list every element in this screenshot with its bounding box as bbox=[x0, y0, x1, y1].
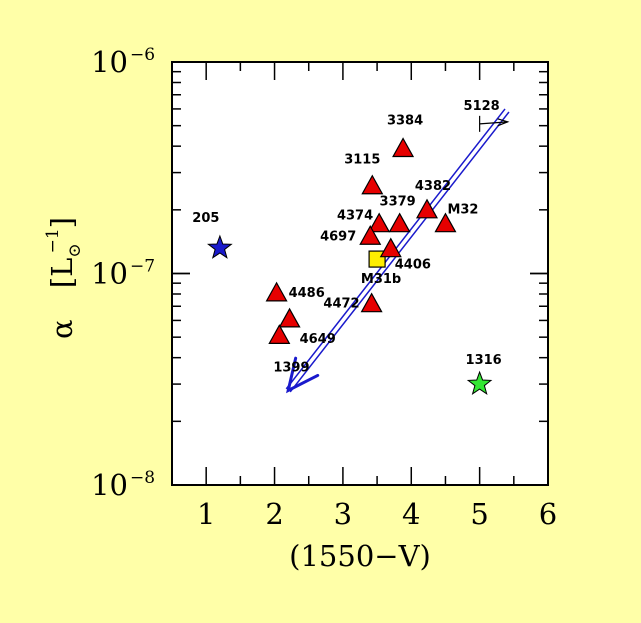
data-points bbox=[207, 115, 510, 395]
axis-ticks bbox=[172, 61, 549, 486]
y-axis-title: α [L⊙−1] bbox=[43, 217, 85, 339]
x-tick-labels: 1 2 3 4 5 6 bbox=[197, 497, 557, 531]
point-label: 5128 bbox=[464, 99, 500, 114]
point-labels: 205 1316 M31b 4486 4649 1399 4472 3115 3384 4374 4… bbox=[192, 99, 501, 376]
point-4406 bbox=[379, 237, 402, 258]
point-label: 3379 bbox=[380, 195, 416, 210]
x-tick-label: 4 bbox=[402, 497, 420, 531]
point-label: 4649 bbox=[300, 332, 336, 347]
point-label: 4382 bbox=[415, 179, 451, 194]
point-label: 4406 bbox=[395, 258, 431, 273]
upper-limit-arrowhead bbox=[497, 118, 510, 127]
point-label: M31b bbox=[361, 272, 401, 287]
point-4697 bbox=[359, 225, 382, 245]
point-label: 4374 bbox=[337, 209, 373, 224]
y-tick-label: 10 bbox=[91, 257, 128, 291]
y-axis-unit-sub: ⊙ bbox=[65, 243, 85, 257]
point-label: 3115 bbox=[344, 153, 380, 168]
point-1399 bbox=[268, 324, 291, 344]
point-4472 bbox=[360, 292, 383, 313]
y-axis-unit-exp: −1 bbox=[43, 228, 63, 253]
y-tick-exponent: −8 bbox=[130, 468, 155, 488]
point-3384 bbox=[392, 137, 415, 158]
point-3379 bbox=[388, 212, 411, 233]
point-4649 bbox=[278, 307, 301, 328]
point-label: 205 bbox=[192, 211, 219, 226]
y-tick-exponent: −7 bbox=[130, 257, 155, 277]
y-axis-symbol: α bbox=[45, 319, 79, 339]
point-205 bbox=[207, 234, 233, 259]
x-tick-label: 3 bbox=[334, 497, 352, 531]
x-axis-title: (1550−V) bbox=[289, 539, 431, 573]
x-tick-label: 1 bbox=[197, 497, 215, 531]
point-m32 bbox=[434, 212, 457, 233]
trend-arrow-head bbox=[286, 356, 320, 394]
point-4374 bbox=[368, 212, 391, 233]
point-label: 3384 bbox=[387, 113, 423, 128]
point-label: 4472 bbox=[323, 297, 359, 312]
point-1316 bbox=[466, 370, 493, 395]
x-tick-label: 2 bbox=[265, 497, 283, 531]
svg-text:α [L⊙−1]: α [L⊙−1] bbox=[43, 217, 85, 339]
y-tick-exponent: −6 bbox=[130, 45, 155, 65]
point-5128 bbox=[479, 115, 510, 132]
plot-area bbox=[171, 61, 549, 486]
point-4382 bbox=[415, 198, 439, 219]
point-3115 bbox=[361, 174, 384, 195]
point-label: M32 bbox=[447, 203, 478, 218]
y-tick-label: 10 bbox=[91, 468, 128, 502]
y-tick-labels: 10−810−710−6 bbox=[91, 45, 155, 502]
trend-arrow-shaft bbox=[289, 111, 510, 393]
point-label: 4697 bbox=[320, 229, 356, 244]
x-tick-label: 6 bbox=[539, 497, 557, 531]
point-label: 4486 bbox=[289, 286, 325, 301]
upper-limit-line bbox=[479, 121, 508, 125]
point-4486 bbox=[265, 281, 288, 302]
y-tick-label: 10 bbox=[91, 45, 128, 79]
point-label: 1399 bbox=[273, 360, 309, 375]
y-axis-unit: L bbox=[45, 258, 79, 277]
x-tick-label: 5 bbox=[470, 497, 488, 531]
point-label: 1316 bbox=[466, 353, 502, 368]
